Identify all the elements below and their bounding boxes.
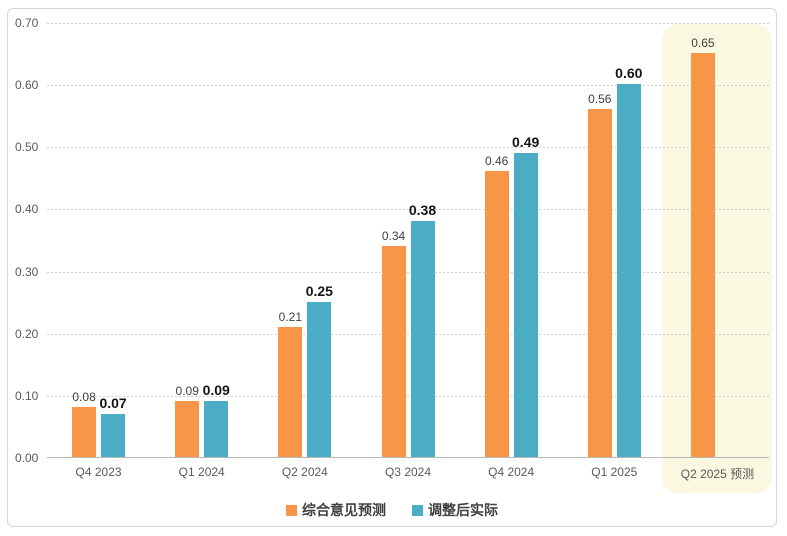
gridline	[47, 271, 769, 273]
bar-adjusted-actual	[307, 301, 332, 457]
bar-adjusted-actual	[513, 152, 538, 457]
y-tick-label: 0.00	[15, 451, 39, 465]
x-axis-line	[47, 457, 769, 458]
gridline	[47, 209, 769, 211]
bar-consensus-forecast	[690, 53, 715, 457]
legend: 综合意见预测 调整后实际	[8, 499, 776, 521]
bar-consensus-forecast	[72, 407, 97, 457]
legend-item-consensus-forecast: 综合意见预测	[286, 500, 386, 520]
bar-consensus-forecast	[175, 401, 200, 457]
value-label: 0.65	[691, 36, 715, 51]
bar-adjusted-actual	[616, 84, 641, 457]
gridline	[47, 23, 769, 24]
value-label: 0.38	[408, 201, 437, 218]
bar-adjusted-actual	[410, 220, 435, 457]
value-label: 0.21	[278, 309, 303, 324]
legend-swatch-orange	[286, 504, 297, 516]
y-tick-label: 0.40	[15, 202, 39, 217]
value-label: 0.07	[99, 394, 127, 411]
y-tick-label: 0.20	[15, 326, 39, 341]
value-label: 0.49	[512, 133, 540, 150]
bar-adjusted-actual	[204, 401, 229, 457]
value-label: 0.08	[72, 390, 96, 405]
value-label: 0.60	[615, 65, 643, 82]
bar-consensus-forecast	[381, 245, 406, 457]
value-label: 0.46	[484, 154, 509, 169]
x-category-label: Q1 2025	[591, 465, 638, 479]
y-tick-label: 0.60	[15, 78, 39, 93]
legend-swatch-teal	[412, 504, 423, 516]
bar-adjusted-actual	[101, 413, 126, 457]
x-category-label: Q4 2024	[488, 465, 535, 479]
value-label: 0.09	[202, 382, 230, 399]
forecast-highlight-band	[662, 24, 773, 493]
x-category-label: Q1 2024	[178, 465, 225, 479]
plot-area: 0.70 0.60 0.50 0.40 0.30 0.20 0.10 0.00 0.08 0.07…	[15, 16, 773, 493]
y-tick-label: 0.50	[15, 140, 39, 155]
bar-consensus-forecast	[587, 109, 612, 457]
gridline	[47, 85, 769, 87]
bar-consensus-forecast	[278, 326, 303, 457]
value-label: 0.56	[588, 92, 612, 106]
chart-frame: 0.70 0.60 0.50 0.40 0.30 0.20 0.10 0.00 0.08 0.07…	[7, 8, 777, 527]
legend-label: 综合意见预测	[302, 502, 386, 518]
value-label: 0.25	[305, 282, 333, 299]
x-category-label: Q2 2025 预测	[680, 467, 755, 481]
x-category-label: Q2 2024	[281, 465, 328, 479]
gridline	[47, 147, 769, 149]
legend-label: 调整后实际	[428, 502, 498, 518]
y-tick-label: 0.10	[15, 388, 39, 403]
gridline	[47, 333, 769, 335]
value-label: 0.09	[175, 384, 199, 399]
legend-item-adjusted-actual: 调整后实际	[412, 500, 498, 520]
x-category-label: Q3 2024	[384, 465, 432, 479]
x-category-label: Q4 2023	[75, 465, 122, 479]
y-tick-label: 0.70	[15, 16, 39, 30]
bar-consensus-forecast	[484, 171, 509, 457]
y-tick-label: 0.30	[15, 264, 39, 279]
gridline	[47, 395, 769, 397]
value-label: 0.34	[381, 228, 406, 243]
